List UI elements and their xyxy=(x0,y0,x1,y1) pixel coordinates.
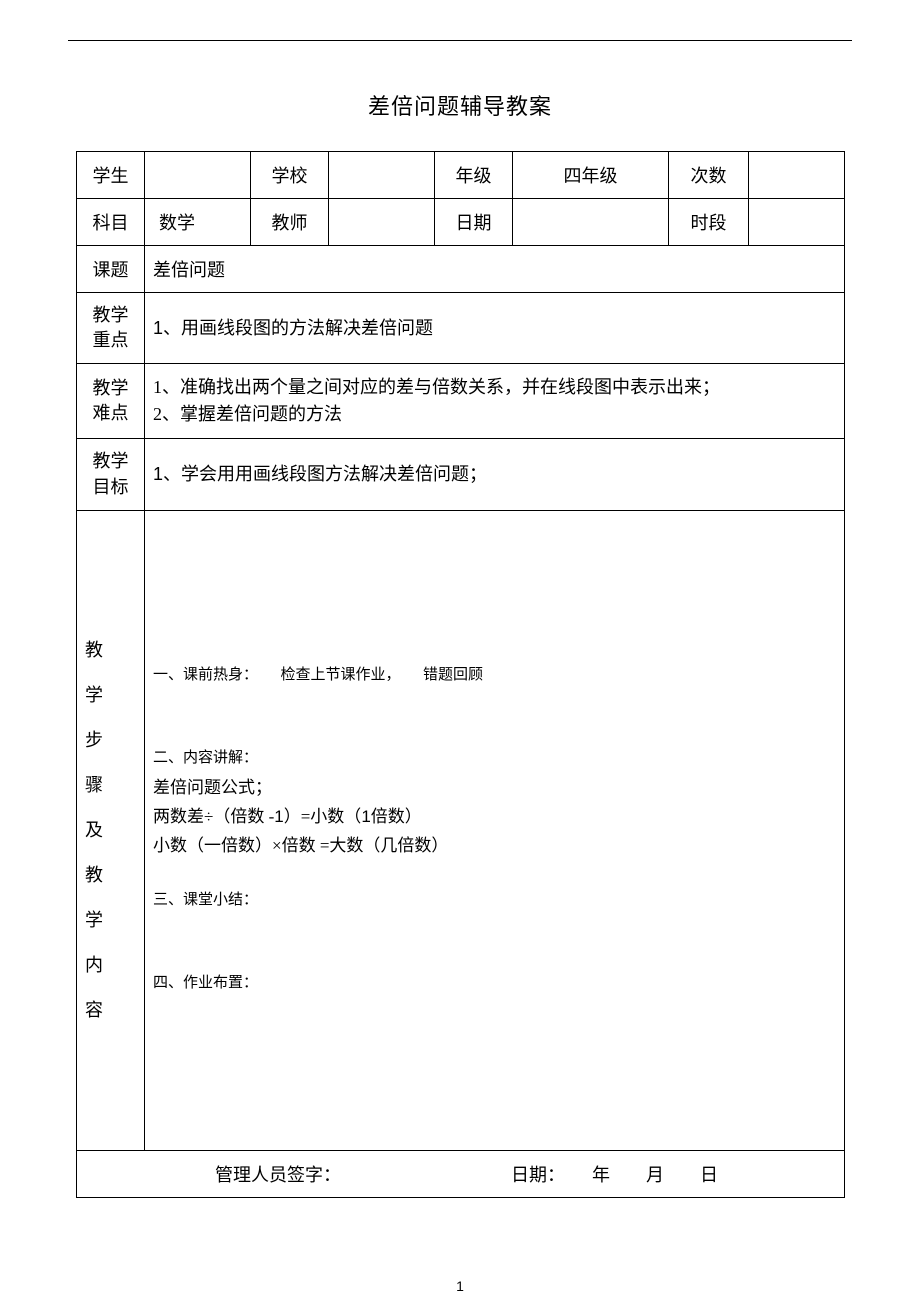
formula1-num2: 1 xyxy=(361,807,370,826)
steps-char-8: 容 xyxy=(85,988,136,1033)
row-topic: 课题 差倍问题 xyxy=(77,246,845,293)
value-teacher xyxy=(329,199,435,246)
difficulty-line1: 1、准确找出两个量之间对应的差与倍数关系，并在线段图中表示出来； xyxy=(153,374,836,401)
label-subject: 科目 xyxy=(77,199,145,246)
page-number: 1 xyxy=(76,1278,844,1294)
label-student: 学生 xyxy=(77,152,145,199)
keypoint-text: 、用画线段图的方法解决差倍问题 xyxy=(163,318,433,338)
value-school xyxy=(329,152,435,199)
difficulty-line2: 2、掌握差倍问题的方法 xyxy=(153,401,836,428)
spacer xyxy=(153,718,836,746)
formula1: 两数差÷（倍数 -1）=小数（1倍数） xyxy=(153,802,836,827)
value-steps: 一、课前热身： 检查上节课作业， 错题回顾 二、内容讲解： 差倍问题公式； 两数… xyxy=(145,510,845,1150)
steps-section3: 三、课堂小结： xyxy=(153,888,836,909)
value-objective: 1、学会用用画线段图方法解决差倍问题； xyxy=(145,439,845,510)
label-objective-l2: 目标 xyxy=(93,477,129,497)
formula2: 小数（一倍数）×倍数 =大数（几倍数） xyxy=(153,831,836,856)
label-teacher: 教师 xyxy=(251,199,329,246)
steps-char-3: 骤 xyxy=(85,763,136,808)
steps-char-1: 学 xyxy=(85,673,136,718)
value-grade: 四年级 xyxy=(513,152,669,199)
steps-char-5: 教 xyxy=(85,853,136,898)
value-period xyxy=(749,199,845,246)
spacer xyxy=(153,915,836,943)
label-keypoint: 教学 重点 xyxy=(77,293,145,364)
row-subject: 科目 数学 教师 日期 时段 xyxy=(77,199,845,246)
label-date: 日期 xyxy=(435,199,513,246)
value-count xyxy=(749,152,845,199)
row-objective: 教学 目标 1、学会用用画线段图方法解决差倍问题； xyxy=(77,439,845,510)
signature-inner: 管理人员签字： 日期： 年 月 日 xyxy=(85,1161,836,1187)
steps-section2-header: 二、内容讲解： xyxy=(153,746,836,767)
page-title: 差倍问题辅导教案 xyxy=(76,89,844,121)
objective-text: 、学会用用画线段图方法解决差倍问题； xyxy=(163,464,487,484)
label-steps: 教 学 步 骤 及 教 学 内 容 xyxy=(77,510,145,1150)
label-difficulty: 教学 难点 xyxy=(77,364,145,439)
signature-date: 日期： 年 月 日 xyxy=(511,1161,718,1187)
formula1-b: ）=小数（ xyxy=(284,807,362,826)
label-keypoint-l2: 重点 xyxy=(93,330,129,350)
label-grade: 年级 xyxy=(435,152,513,199)
spacer xyxy=(153,690,836,718)
value-keypoint: 1、用画线段图的方法解决差倍问题 xyxy=(145,293,845,364)
steps-char-0: 教 xyxy=(85,628,136,673)
formula1-a: 两数差÷（倍数 - xyxy=(153,807,274,826)
spacer xyxy=(153,943,836,971)
row-keypoint: 教学 重点 1、用画线段图的方法解决差倍问题 xyxy=(77,293,845,364)
lesson-plan-table: 学生 学校 年级 四年级 次数 科目 数学 教师 日期 时段 课题 差倍问题 教… xyxy=(76,151,845,1198)
manager-sign-label: 管理人员签字： xyxy=(215,1161,341,1187)
label-objective: 教学 目标 xyxy=(77,439,145,510)
steps-char-2: 步 xyxy=(85,718,136,763)
spacer xyxy=(153,860,836,888)
value-topic: 差倍问题 xyxy=(145,246,845,293)
label-count: 次数 xyxy=(669,152,749,199)
label-difficulty-l1: 教学 xyxy=(93,378,129,398)
value-subject: 数学 xyxy=(145,199,251,246)
row-difficulty: 教学 难点 1、准确找出两个量之间对应的差与倍数关系，并在线段图中表示出来； 2… xyxy=(77,364,845,439)
value-student xyxy=(145,152,251,199)
steps-section1: 一、课前热身： 检查上节课作业， 错题回顾 xyxy=(153,663,836,684)
steps-char-6: 学 xyxy=(85,898,136,943)
value-date xyxy=(513,199,669,246)
formula1-c: 倍数） xyxy=(371,807,422,826)
signature-cell: 管理人员签字： 日期： 年 月 日 xyxy=(77,1150,845,1197)
steps-char-7: 内 xyxy=(85,943,136,988)
row-steps: 教 学 步 骤 及 教 学 内 容 一、课前热身： 检查上节课作业， 错题回顾 … xyxy=(77,510,845,1150)
formula-header: 差倍问题公式； xyxy=(153,773,836,798)
row-student: 学生 学校 年级 四年级 次数 xyxy=(77,152,845,199)
top-rule xyxy=(68,40,852,41)
formula1-num: 1 xyxy=(274,807,283,826)
label-period: 时段 xyxy=(669,199,749,246)
steps-char-4: 及 xyxy=(85,808,136,853)
label-school: 学校 xyxy=(251,152,329,199)
label-difficulty-l2: 难点 xyxy=(93,403,129,423)
label-topic: 课题 xyxy=(77,246,145,293)
value-difficulty: 1、准确找出两个量之间对应的差与倍数关系，并在线段图中表示出来； 2、掌握差倍问… xyxy=(145,364,845,439)
label-objective-l1: 教学 xyxy=(93,451,129,471)
row-signature: 管理人员签字： 日期： 年 月 日 xyxy=(77,1150,845,1197)
steps-section4: 四、作业布置： xyxy=(153,971,836,992)
label-keypoint-l1: 教学 xyxy=(93,305,129,325)
